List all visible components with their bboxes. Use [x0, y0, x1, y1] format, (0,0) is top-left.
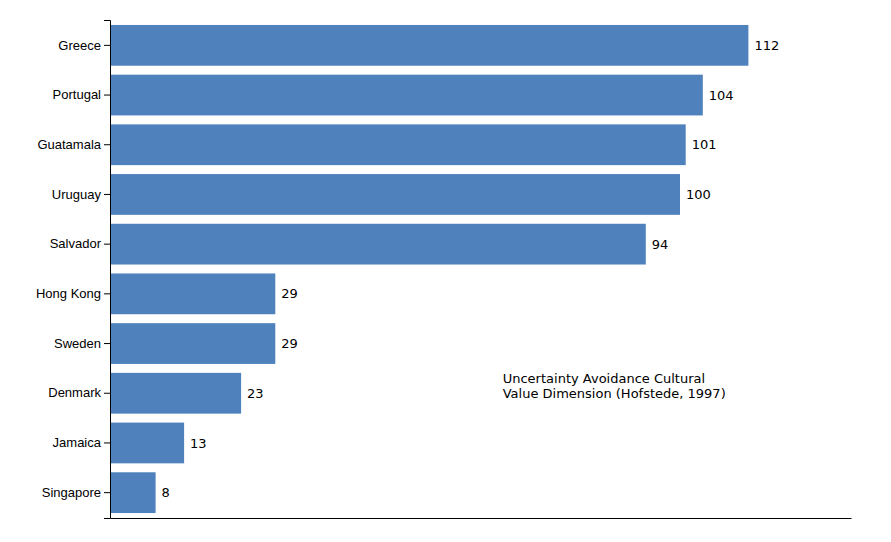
data-label: 100 — [686, 187, 711, 202]
y-tick-label: Greece — [58, 38, 101, 53]
bar — [110, 124, 686, 165]
x-axis — [111, 518, 852, 519]
data-label: 8 — [162, 485, 170, 500]
y-tick-label: Uruguay — [52, 187, 102, 202]
bar — [110, 423, 184, 464]
bar — [110, 75, 703, 116]
annotation-line: Uncertainty Avoidance Cultural — [503, 371, 705, 386]
data-label: 29 — [281, 286, 298, 301]
y-axis-line — [104, 21, 111, 519]
data-label: 101 — [692, 137, 717, 152]
bar — [110, 25, 748, 66]
data-label: 23 — [247, 386, 264, 401]
y-tick-mark — [104, 45, 110, 46]
y-tick: Greece — [58, 38, 110, 53]
y-tick-mark — [104, 393, 110, 394]
y-tick-mark — [104, 343, 110, 344]
y-tick-mark — [104, 492, 110, 493]
y-tick: Jamaica — [53, 435, 110, 450]
y-tick: Singapore — [42, 485, 110, 500]
y-tick-label: Denmark — [48, 385, 101, 400]
data-labels: 112 104 101 100 94 29 29 23 13 8 — [162, 38, 780, 500]
data-label: 104 — [709, 88, 734, 103]
y-tick-mark — [104, 144, 110, 145]
data-label: 94 — [652, 237, 669, 252]
bar — [110, 373, 241, 414]
bar — [110, 174, 680, 215]
y-tick: Portugal — [53, 87, 110, 102]
y-tick-mark — [104, 442, 110, 443]
annotation-line: Value Dimension (Hofstede, 1997) — [503, 386, 726, 401]
bar — [110, 273, 275, 314]
y-tick-mark — [104, 194, 110, 195]
bar — [110, 472, 156, 513]
y-tick-mark — [104, 95, 110, 96]
y-tick-label: Singapore — [42, 485, 101, 500]
y-tick-label: Portugal — [53, 87, 102, 102]
data-label: 13 — [190, 436, 207, 451]
plot: 112 104 101 100 94 29 29 23 13 8 Greece Portugal Gua… — [36, 21, 852, 519]
y-tick: Hong Kong — [36, 286, 110, 301]
y-tick-mark — [104, 244, 110, 245]
y-tick: Guatamala — [37, 137, 110, 152]
y-tick: Uruguay — [52, 187, 110, 202]
y-tick-label: Guatamala — [37, 137, 101, 152]
data-label: 112 — [754, 38, 779, 53]
chart: 112 104 101 100 94 29 29 23 13 8 Greece Portugal Gua… — [0, 0, 891, 542]
y-tick: Denmark — [48, 385, 110, 400]
bar — [110, 224, 646, 265]
y-tick-label: Hong Kong — [36, 286, 101, 301]
y-tick-label: Sweden — [54, 336, 101, 351]
annotation: Uncertainty Avoidance CulturalValue Dime… — [503, 371, 726, 402]
x-axis-line — [111, 518, 852, 519]
y-axis: Greece Portugal Guatamala Uruguay Salvador Ho… — [36, 21, 111, 519]
y-tick: Salvador — [50, 236, 110, 251]
y-tick-label: Salvador — [50, 236, 102, 251]
bars — [110, 25, 748, 513]
y-tick-mark — [104, 293, 110, 294]
y-tick-label: Jamaica — [53, 435, 102, 450]
data-label: 29 — [281, 336, 298, 351]
bar — [110, 323, 275, 364]
y-tick: Sweden — [54, 336, 110, 351]
